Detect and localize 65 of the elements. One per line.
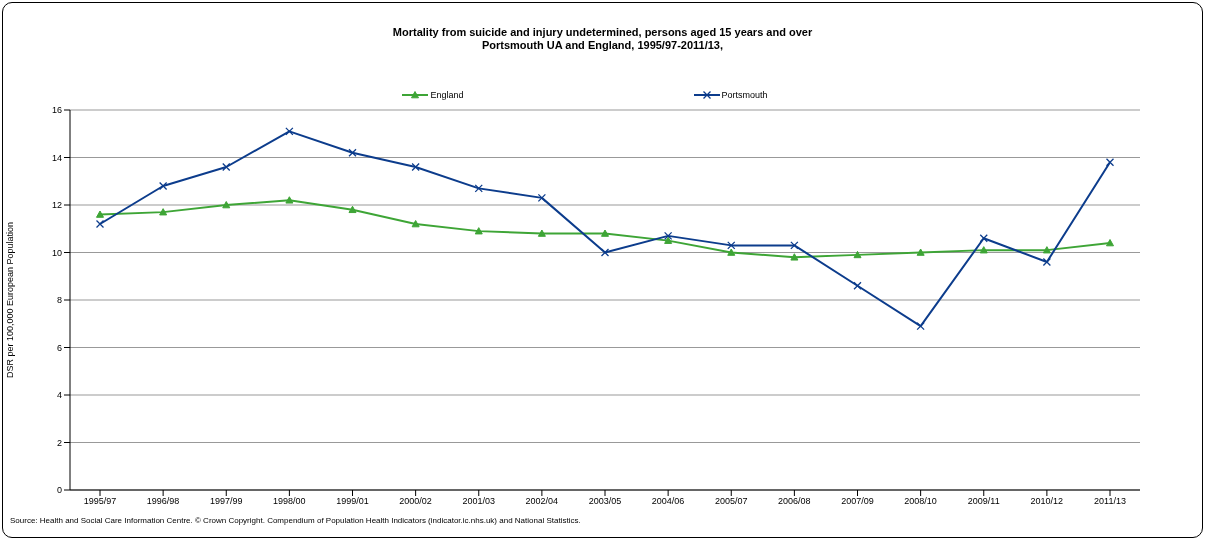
y-tick-label: 16: [51, 105, 62, 116]
x-tick-label: 2001/03: [462, 496, 496, 507]
point: [348, 148, 357, 157]
point: [853, 281, 862, 290]
legend-label: Portsmouth: [721, 90, 768, 100]
x-tick-label: 2010/12: [1030, 496, 1064, 507]
y-tick-label: 12: [51, 200, 62, 211]
point: [159, 208, 168, 216]
point: [1106, 239, 1114, 247]
point: [285, 196, 294, 204]
x-tick-label: 2007/09: [841, 496, 874, 507]
point: [664, 236, 673, 244]
point: [95, 219, 105, 229]
x-tick-label: 2008/10: [904, 496, 937, 507]
y-tick-label: 4: [56, 390, 62, 401]
y-tick-label: 10: [51, 247, 62, 258]
x-tick-label: 1999/01: [336, 496, 369, 507]
chart-title: Mortality from suicide and injury undetermined, persons aged 15 years and over Portsmouth UA and England, 1995/97-2011/13,: [391, 26, 814, 52]
legend-label: England: [430, 90, 464, 100]
x-tick-label: 2002/04: [525, 496, 559, 507]
point: [285, 127, 294, 136]
point: [790, 253, 799, 261]
x-tick-label: 2011/13: [1094, 496, 1126, 507]
y-tick-label: 6: [56, 342, 62, 353]
y-tick-label: 0: [56, 485, 62, 496]
point: [411, 220, 420, 228]
x-tick-label: 1997/99: [209, 496, 243, 507]
point: [474, 184, 483, 193]
point: [727, 241, 736, 250]
point: [474, 227, 483, 235]
x-tick-label: 2009/11: [967, 496, 1000, 507]
point: [537, 193, 547, 203]
point: [979, 234, 988, 243]
x-tick-label: 2005/07: [714, 496, 748, 507]
y-tick-label: 8: [56, 295, 62, 306]
source-note: Source: Health and Social Care Information Centre. © Crown Copyright. Compendium of Population Health Indicators (indicator.ic.nhs.uk) and National Statistics.: [10, 516, 581, 525]
point: [96, 210, 104, 218]
x-tick-label: 1996/98: [146, 496, 180, 507]
point: [1042, 246, 1051, 254]
point: [537, 229, 546, 237]
point: [411, 162, 420, 172]
point: [348, 205, 357, 214]
x-tick-label: 2006/08: [778, 496, 811, 507]
x-tick-label: 1995/97: [83, 496, 117, 507]
point: [222, 201, 231, 209]
point: [601, 229, 609, 237]
point: [222, 162, 231, 172]
y-tick-label: 2: [56, 437, 62, 448]
point: [600, 248, 610, 257]
point: [158, 181, 168, 191]
point: [916, 321, 925, 331]
x-tick-label: 2004/06: [651, 496, 685, 507]
point: [1042, 257, 1052, 267]
point: [727, 248, 736, 256]
y-axis-title: DSR per 100,000 European Population: [5, 221, 16, 379]
point: [916, 248, 925, 256]
point: [790, 241, 799, 250]
x-tick-label: 1998/00: [273, 496, 306, 507]
point: [663, 231, 673, 241]
x-tick-label: 2000/02: [399, 496, 432, 507]
point: [853, 250, 862, 259]
point: [979, 246, 988, 254]
point: [1105, 158, 1115, 167]
x-tick-label: 2003/05: [588, 496, 622, 507]
y-tick-label: 14: [51, 152, 62, 163]
